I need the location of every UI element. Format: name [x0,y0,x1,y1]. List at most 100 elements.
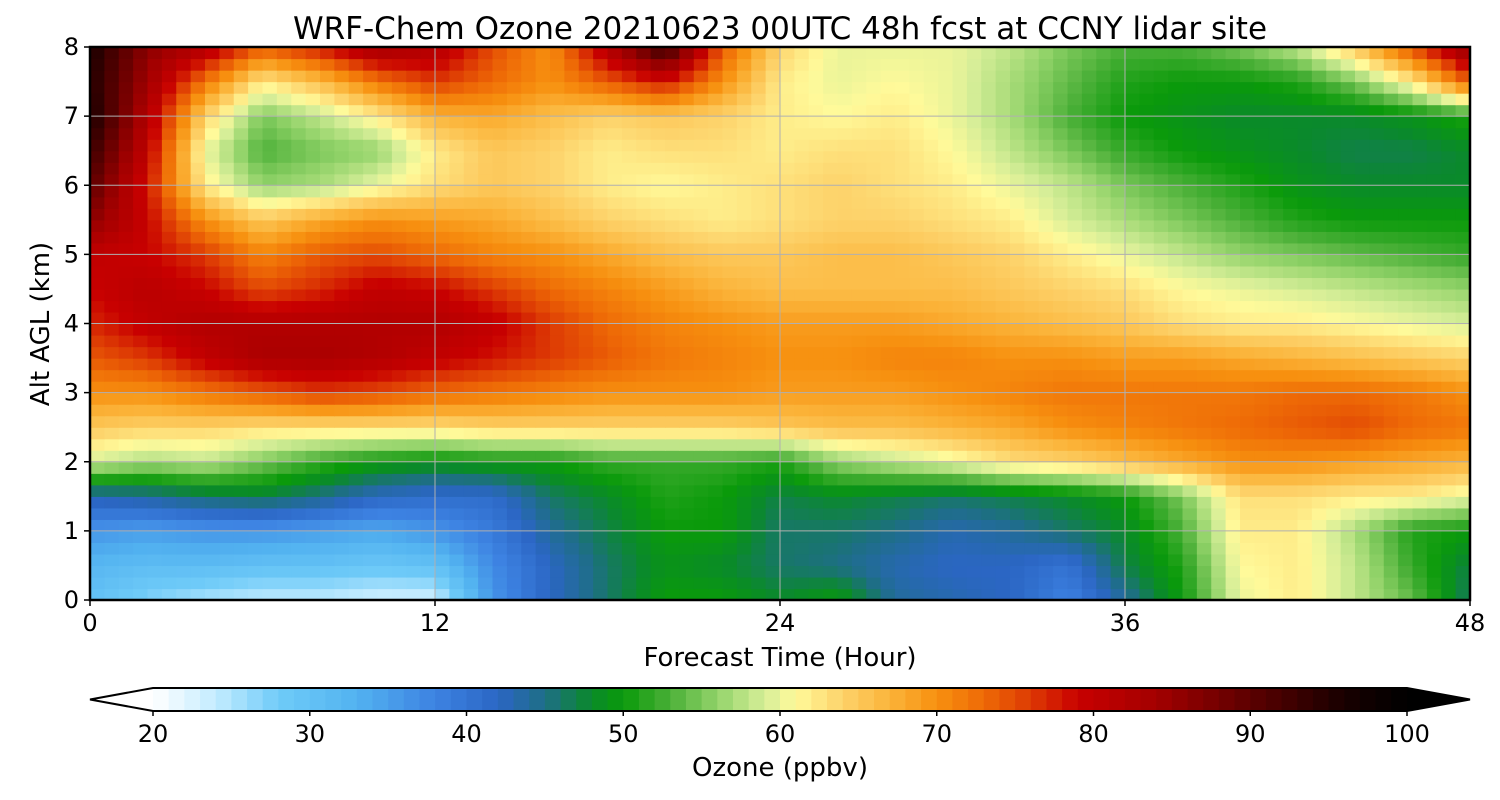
field-cell [1383,185,1399,198]
field-cell [621,450,637,463]
field-cell [808,277,824,290]
field-cell [320,254,335,267]
field-cell [621,311,637,325]
field-cell [621,104,637,117]
field-cell [1182,346,1198,359]
field-cell [1096,346,1112,359]
field-cell [435,104,450,117]
field-cell [550,565,565,578]
field-cell [981,588,997,601]
field-cell [866,381,882,394]
field-cell [233,139,249,152]
field-cell [348,530,364,543]
field-cell [607,496,623,509]
field-cell [1125,369,1140,382]
field-cell [1240,219,1255,232]
field-cell [334,450,350,463]
field-cell [1340,47,1356,60]
field-cell [1225,427,1241,440]
field-cell [1268,358,1284,371]
field-cell [650,93,666,106]
field-cell [679,265,695,279]
field-cell [794,58,810,71]
field-cell [578,519,594,532]
field-cell [765,427,781,440]
field-cell [305,265,321,279]
field-cell [1426,70,1442,83]
field-cell [1139,93,1155,106]
field-cell [478,507,494,520]
field-cell [952,242,968,255]
field-cell [1441,265,1457,279]
field-cell [1240,162,1255,175]
field-cell [1196,104,1212,117]
field-cell [851,104,867,117]
field-cell [765,461,781,474]
field-cell [219,450,235,463]
field-cell [1196,265,1212,279]
field-cell [1369,300,1385,313]
field-cell [1081,346,1097,359]
field-cell [808,565,824,578]
field-cell [305,404,321,417]
field-cell [1268,81,1284,94]
field-cell [1153,381,1169,394]
field-cell [1369,47,1385,60]
field-cell [550,196,565,209]
field-cell [693,461,709,474]
field-cell [348,392,364,405]
field-cell [233,127,249,140]
field-cell [492,47,508,60]
field-cell [463,346,479,359]
field-cell [320,576,335,590]
field-cell [133,150,149,163]
field-cell [190,150,206,163]
field-cell [823,288,839,302]
field-cell [521,196,537,209]
field-cell [1110,81,1126,94]
field-cell [1038,496,1054,509]
field-cell [851,404,867,417]
field-cell [621,438,637,451]
field-cell [1240,427,1255,440]
field-cell [866,507,882,520]
field-cell [736,438,752,451]
field-cell [118,484,134,497]
field-cell [161,139,177,152]
field-cell [1168,208,1184,221]
field-cell [636,415,652,428]
field-cell [435,335,450,348]
field-cell [506,265,522,279]
field-cell [1067,335,1083,348]
field-cell [478,70,494,83]
field-cell [1340,231,1356,244]
field-cell [205,473,220,486]
field-cell [966,565,982,578]
field-cell [233,484,249,497]
field-cell [708,496,724,509]
field-cell [176,300,192,313]
field-cell [1355,507,1370,520]
field-cell [995,496,1011,509]
field-cell [693,530,709,543]
field-cell [291,231,307,244]
field-cell [435,427,450,440]
field-cell [607,162,623,175]
field-cell [866,496,882,509]
field-cell [420,288,436,302]
field-cell [1268,208,1284,221]
colorbar-tick-label: 90 [1235,720,1266,748]
field-cell [449,150,465,163]
field-cell [391,415,407,428]
field-cell [1081,173,1097,186]
field-cell [161,104,177,117]
field-cell [320,542,335,555]
field-cell [880,116,896,129]
field-cell [233,219,249,232]
field-cell [808,553,824,567]
field-cell [665,369,680,382]
field-cell [1096,70,1112,83]
field-cell [161,450,177,463]
field-cell [1153,392,1169,405]
field-cell [305,196,321,209]
